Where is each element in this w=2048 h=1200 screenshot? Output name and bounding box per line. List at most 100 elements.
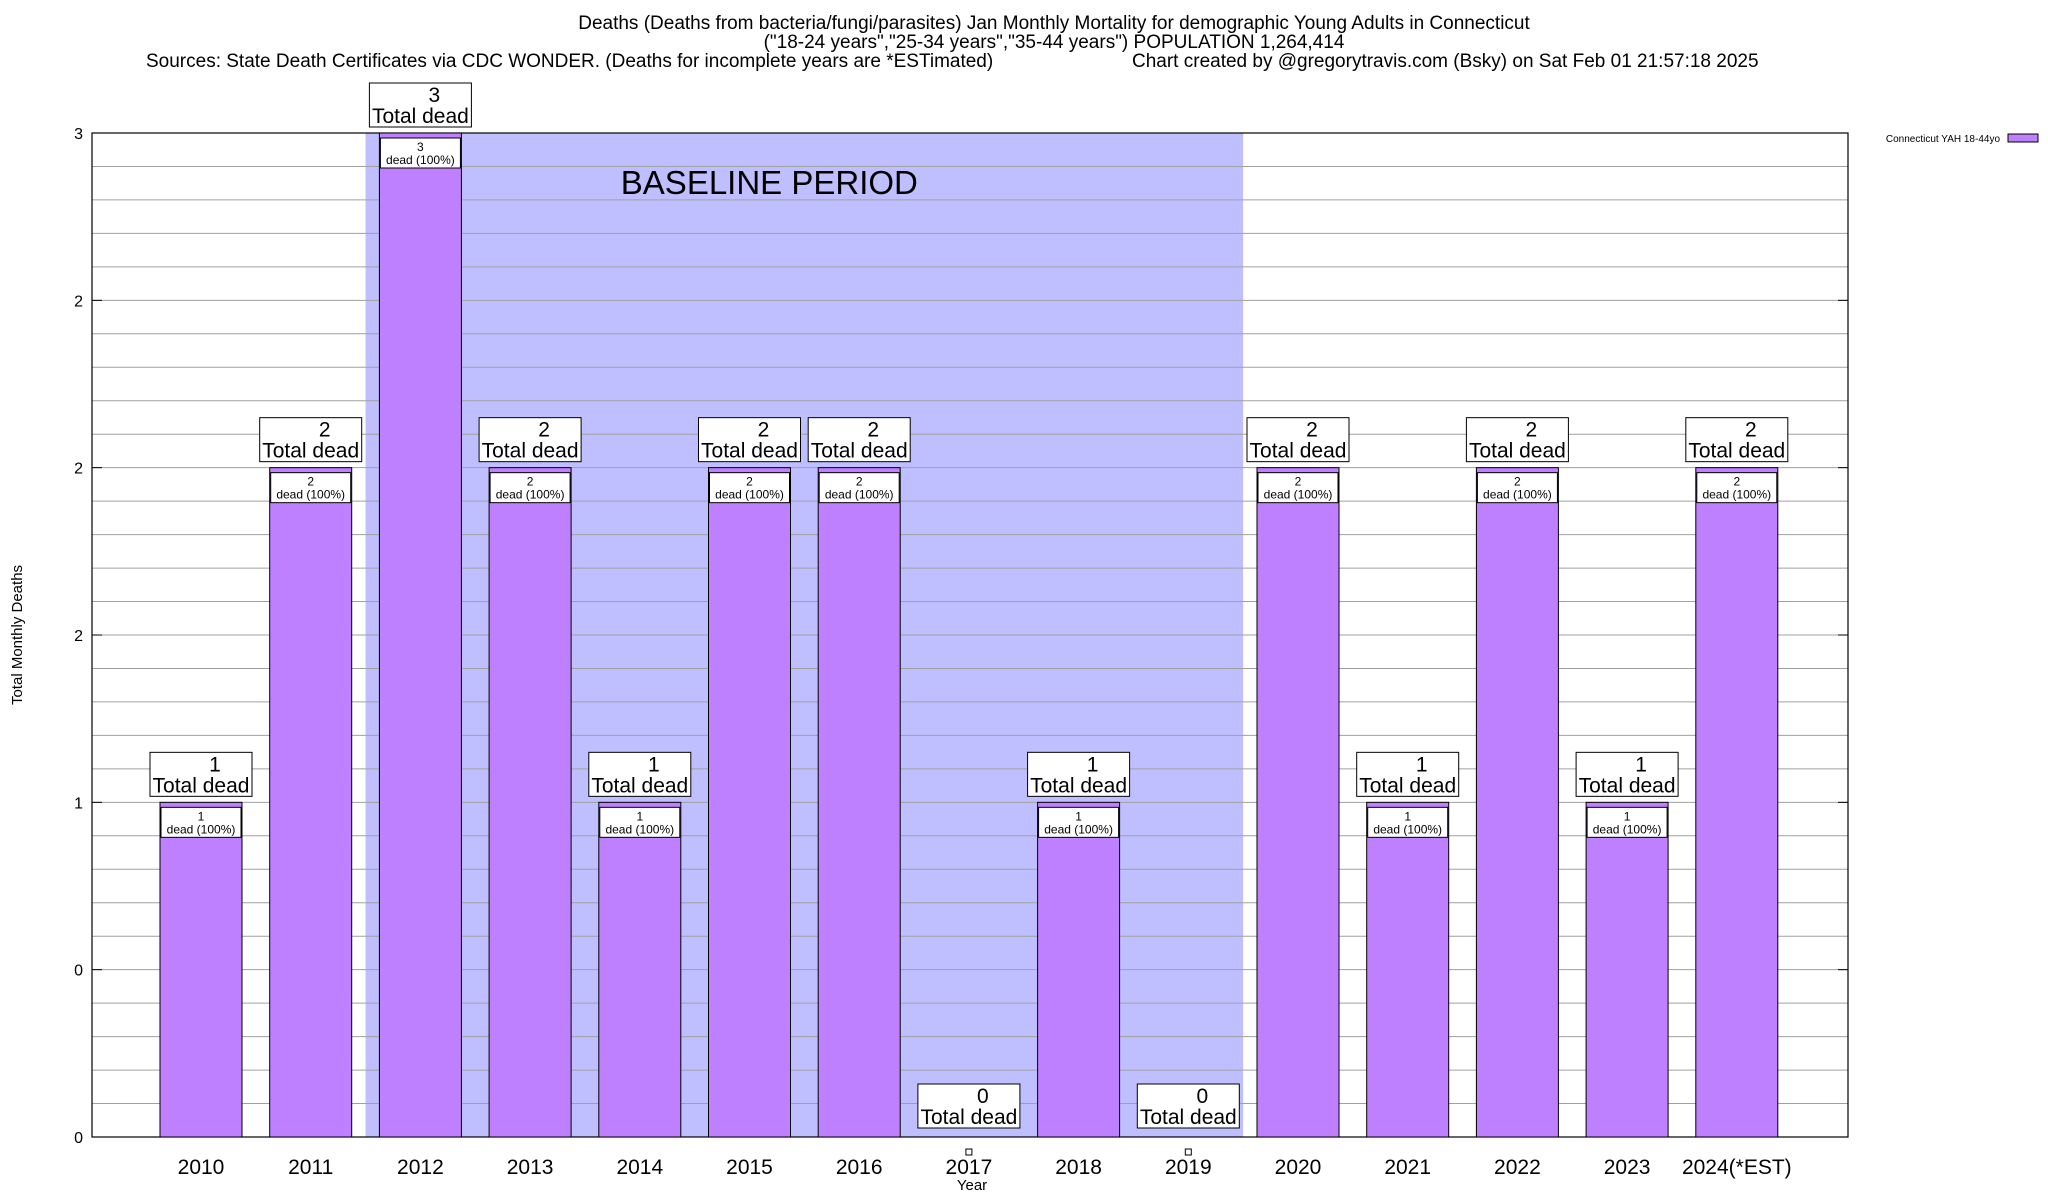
inner-label-value: 3 [417,140,424,154]
inner-label-box [379,137,461,169]
top-label-text: Total dead [920,1106,1017,1129]
inner-label-box [818,472,900,504]
bar [269,467,353,1138]
x-axis-label: Year [957,1177,987,1194]
top-label-box [1575,751,1679,797]
inner-label-text: dead (100%) [1593,822,1662,836]
inner-label-box [160,806,242,838]
chart-title: Deaths (Deaths from bacteria/fungi/paras… [578,13,1530,34]
top-label-box [917,1083,1021,1129]
inner-label-value: 1 [1075,809,1082,823]
top-label-text: Total dead [591,774,688,797]
zero-marker [1184,1148,1192,1156]
bar [1585,801,1669,1138]
inner-label-text: dead (100%) [496,488,565,502]
top-label-text: Total dead [701,440,798,463]
y-tick-label: 2 [74,461,83,478]
top-label-value: 2 [867,419,879,442]
inner-label-box [1586,806,1668,838]
x-tick-label: 2019 [1165,1156,1212,1179]
y-tick-label: 3 [74,126,83,143]
bar [1366,801,1450,1138]
inner-label-box [1367,806,1449,838]
y-axis-label: Total Monthly Deaths [9,565,26,705]
inner-label-value: 2 [1733,475,1740,489]
inner-label-box [1257,472,1339,504]
top-label-text: Total dead [1359,774,1456,797]
x-tick-label: 2014 [616,1156,663,1179]
top-label-value: 2 [1526,419,1538,442]
inner-label-box [1696,472,1778,504]
top-label-box [1356,751,1460,797]
top-label-value: 2 [1306,419,1318,442]
inner-label-text: dead (100%) [1264,488,1333,502]
x-tick-label: 2010 [178,1156,225,1179]
inner-label-value: 2 [307,475,314,489]
top-label-box [1027,751,1131,797]
y-tick-label: 2 [74,628,83,645]
inner-label-box [599,806,681,838]
bar [1037,801,1121,1138]
inner-label-value: 2 [527,475,534,489]
inner-label-text: dead (100%) [715,488,784,502]
top-label-value: 1 [209,753,221,776]
inner-label-value: 2 [1514,475,1521,489]
top-label-value: 2 [1745,419,1757,442]
inner-label-value: 2 [1295,475,1302,489]
top-label-text: Total dead [262,440,359,463]
bar [1695,467,1779,1138]
chart-credit: Chart created by @gregorytravis.com (Bsk… [1132,51,1759,72]
top-label-box [588,751,692,797]
bar [488,467,572,1138]
top-label-box [149,751,253,797]
x-tick-label: 2024(*EST) [1682,1156,1792,1179]
inner-label-box [709,472,790,504]
bar [159,801,243,1138]
top-label-text: Total dead [372,105,469,128]
top-label-text: Total dead [153,774,250,797]
x-tick-label: 2017 [946,1156,993,1179]
inner-label-text: dead (100%) [1483,488,1552,502]
bar [1256,467,1340,1138]
bar [817,467,901,1138]
top-label-value: 1 [1635,753,1647,776]
top-label-box [1685,417,1789,463]
top-label-box [368,82,472,128]
inner-label-text: dead (100%) [825,488,894,502]
y-tick-label: 1 [74,795,83,812]
inner-label-text: dead (100%) [386,153,455,167]
inner-label-box [489,472,571,504]
inner-label-value: 1 [1404,809,1411,823]
bar [708,467,791,1138]
bar [378,132,462,1138]
top-label-text: Total dead [1688,440,1785,463]
legend-swatch [2007,133,2039,143]
x-tick-label: 2013 [507,1156,554,1179]
top-label-box [807,417,911,463]
y-tick-label: 2 [74,293,83,310]
inner-label-text: dead (100%) [1044,822,1113,836]
inner-label-box [270,472,352,504]
top-label-text: Total dead [1469,440,1566,463]
inner-label-text: dead (100%) [605,822,674,836]
top-label-value: 3 [429,84,441,107]
top-label-text: Total dead [1030,774,1127,797]
bar [598,801,682,1138]
x-tick-label: 2015 [726,1156,773,1179]
y-tick-label: 0 [74,963,83,980]
x-tick-label: 2021 [1384,1156,1431,1179]
top-label-value: 2 [319,419,331,442]
top-label-box [1246,417,1350,463]
chart-subtitle: ("18-24 years","25-34 years","35-44 year… [763,32,1345,53]
baseline-label: BASELINE PERIOD [621,164,918,201]
inner-label-value: 1 [1624,809,1631,823]
x-tick-label: 2011 [288,1156,333,1179]
top-label-value: 0 [1196,1085,1208,1108]
top-label-box [1465,417,1569,463]
inner-label-value: 2 [746,475,753,489]
inner-label-text: dead (100%) [1702,488,1771,502]
x-tick-label: 2016 [836,1156,883,1179]
x-tick-label: 2012 [397,1156,444,1179]
x-tick-label: 2023 [1604,1156,1651,1179]
bar [1475,467,1559,1138]
